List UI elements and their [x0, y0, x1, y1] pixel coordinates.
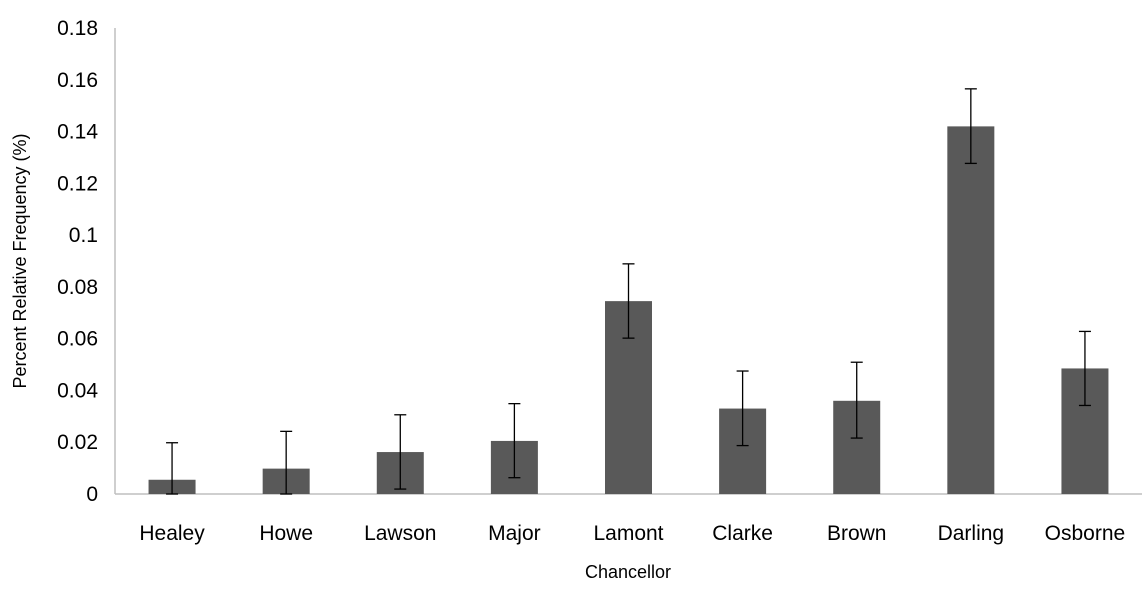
y-tick-label: 0.14 — [57, 121, 98, 144]
y-tick-label: 0.18 — [57, 17, 98, 40]
error-bar-major — [508, 402, 521, 479]
error-bar-lamont — [622, 263, 635, 339]
y-axis-title: Percent Relative Frequency (%) — [10, 133, 30, 388]
error-bar-lawson — [394, 414, 407, 490]
bar-darling — [947, 126, 995, 494]
y-tick-labels: 0 0.02 0.04 0.06 0.08 0.1 0.12 0.14 0.16 0.18 — [57, 17, 98, 506]
error-bar-healey — [166, 442, 179, 495]
x-tick-label: Howe — [259, 522, 313, 545]
y-tick-label: 0 — [86, 483, 98, 506]
x-axis-title: Chancellor — [585, 562, 671, 582]
error-bars — [166, 88, 1091, 495]
y-tick-label: 0.06 — [57, 328, 98, 351]
x-tick-label: Lamont — [593, 522, 663, 545]
y-tick-label: 0.04 — [57, 379, 98, 402]
error-bar-darling — [964, 88, 977, 165]
error-bar-howe — [280, 430, 293, 495]
x-tick-label: Major — [488, 522, 541, 545]
x-tick-label: Osborne — [1045, 522, 1126, 545]
error-bar-clarke — [736, 370, 749, 447]
y-tick-label: 0.1 — [69, 224, 98, 247]
error-bar-brown — [850, 361, 863, 439]
y-tick-label: 0.08 — [57, 276, 98, 299]
x-tick-labels: Healey Howe Lawson Major Lamont Clarke Brown Da… — [139, 522, 1125, 545]
x-tick-label: Darling — [938, 522, 1005, 545]
x-tick-label: Clarke — [712, 522, 773, 545]
y-tick-label: 0.12 — [57, 172, 98, 195]
y-tick-label: 0.16 — [57, 69, 98, 92]
x-tick-label: Brown — [827, 522, 887, 545]
x-tick-label: Healey — [139, 522, 205, 545]
x-tick-label: Lawson — [364, 522, 436, 545]
y-tick-label: 0.02 — [57, 431, 98, 454]
error-bar-osborne — [1078, 330, 1091, 407]
